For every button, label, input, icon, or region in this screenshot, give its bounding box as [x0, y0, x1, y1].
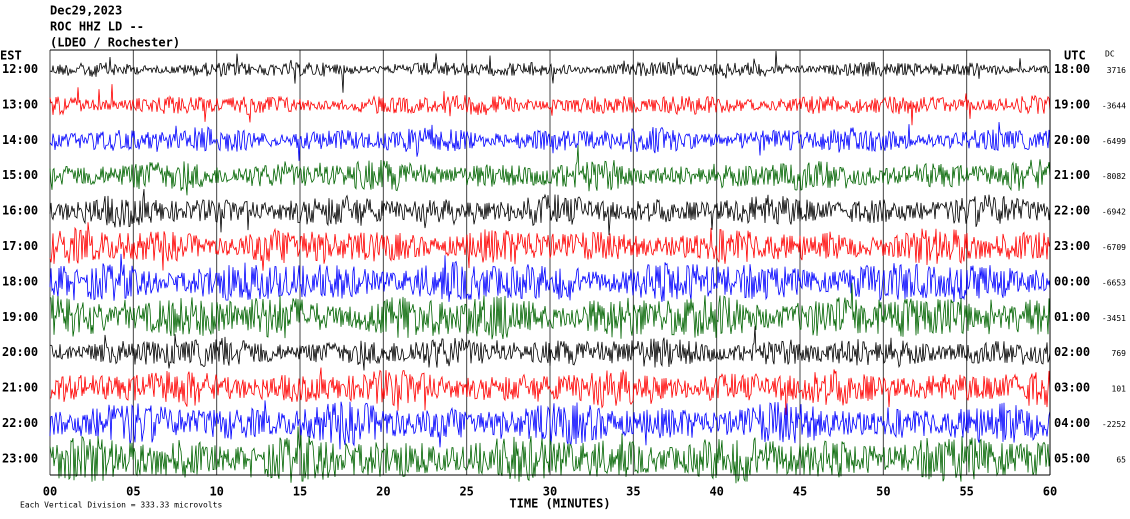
dc-value: -3644 [1102, 101, 1126, 110]
est-label: 20:00 [2, 345, 38, 359]
dc-label: DC [1105, 50, 1115, 59]
trace [49, 222, 1050, 271]
trace [49, 326, 1050, 371]
x-tick-label: 40 [709, 485, 723, 499]
trace [49, 122, 1050, 161]
dc-value: -8082 [1102, 172, 1126, 181]
traces [49, 50, 1050, 484]
est-label: 14:00 [2, 133, 38, 147]
x-tick-label: 10 [209, 485, 223, 499]
x-tick-label: 50 [876, 485, 890, 499]
left-axis-label: EST [0, 49, 22, 63]
dc-value: -2252 [1102, 420, 1126, 429]
trace [49, 400, 1050, 450]
utc-label: 23:00 [1054, 239, 1090, 253]
trace [49, 50, 1050, 93]
x-tick-label: 15 [293, 485, 307, 499]
utc-label: 19:00 [1054, 97, 1090, 111]
utc-label: 00:00 [1054, 274, 1090, 288]
dc-value: -6653 [1102, 278, 1126, 287]
x-axis-label: TIME (MINUTES) [509, 497, 610, 511]
est-label: 13:00 [2, 97, 38, 111]
trace [49, 189, 1050, 236]
trace [49, 84, 1050, 126]
est-label: 16:00 [2, 204, 38, 218]
dc-value: -3451 [1102, 314, 1126, 323]
utc-label: 22:00 [1054, 204, 1090, 218]
trace [49, 426, 1050, 484]
est-label: 22:00 [2, 416, 38, 430]
utc-label: 02:00 [1054, 345, 1090, 359]
x-tick-label: 55 [959, 485, 973, 499]
trace [49, 367, 1050, 416]
dc-value: -6499 [1102, 137, 1126, 146]
title-line: (LDEO / Rochester) [50, 36, 180, 50]
labels: Dec29,2023 ROC HHZ LD -- (LDEO / Rochest… [0, 4, 1126, 511]
dc-value: 101 [1112, 385, 1127, 394]
est-label: 17:00 [2, 239, 38, 253]
est-label: 21:00 [2, 381, 38, 395]
est-label: 19:00 [2, 310, 38, 324]
x-tick-label: 35 [626, 485, 640, 499]
dc-value: 65 [1116, 455, 1126, 464]
x-tick-label: 00 [43, 485, 57, 499]
dc-value: 3716 [1107, 66, 1126, 75]
est-label: 23:00 [2, 451, 38, 465]
right-axis-label: UTC [1064, 49, 1086, 63]
x-tick-label: 25 [459, 485, 473, 499]
utc-label: 18:00 [1054, 62, 1090, 76]
trace [49, 253, 1050, 302]
utc-label: 20:00 [1054, 133, 1090, 147]
utc-label: 21:00 [1054, 168, 1090, 182]
x-tick-label: 45 [793, 485, 807, 499]
est-label: 18:00 [2, 274, 38, 288]
trace [49, 145, 1050, 196]
utc-label: 01:00 [1054, 310, 1090, 324]
x-tick-label: 05 [126, 485, 140, 499]
trace [49, 282, 1050, 340]
est-label: 12:00 [2, 62, 38, 76]
title-line: Dec29,2023 [50, 4, 122, 18]
utc-label: 04:00 [1054, 416, 1090, 430]
dc-value: -6942 [1102, 208, 1126, 217]
x-tick-label: 60 [1043, 485, 1057, 499]
scale-note: Each Vertical Division = 333.33 microvol… [20, 501, 222, 510]
dc-value: -6709 [1102, 243, 1126, 252]
utc-label: 05:00 [1054, 451, 1090, 465]
dc-value: 769 [1112, 349, 1127, 358]
utc-label: 03:00 [1054, 381, 1090, 395]
x-tick-label: 20 [376, 485, 390, 499]
x-tick-label: 30 [543, 485, 557, 499]
title-line: ROC HHZ LD -- [50, 20, 144, 34]
est-label: 15:00 [2, 168, 38, 182]
